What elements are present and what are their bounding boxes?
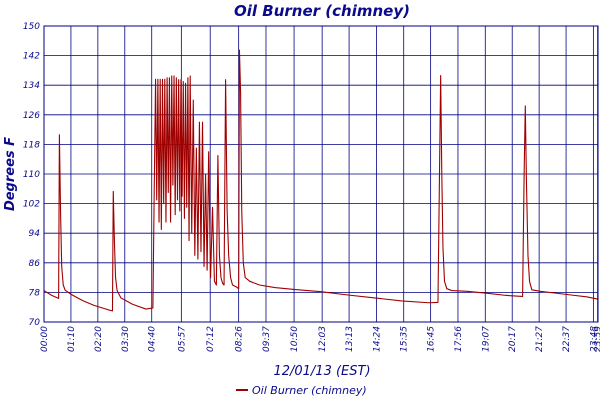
x-tick-label-1: 01:10 (67, 326, 77, 352)
y-tick-label-110: 110 (23, 170, 40, 180)
x-tick-label-21: 23:59 (594, 326, 600, 352)
x-tick-label-15: 17:56 (454, 326, 464, 352)
x-tick-label-19: 22:37 (562, 326, 572, 352)
y-tick-label-86: 86 (29, 259, 41, 269)
y-axis-label: Degrees F (3, 137, 18, 211)
y-tick-label-126: 126 (23, 111, 40, 121)
x-tick-label-13: 15:35 (400, 326, 410, 352)
x-tick-label-10: 12:03 (318, 326, 328, 352)
y-tick-label-134: 134 (23, 81, 40, 91)
x-tick-label-17: 20:17 (508, 326, 518, 352)
x-tick-label-12: 14:24 (372, 326, 382, 352)
y-axis-tick-labels: 70 78 86 94 102 110 118 126 134 142 150 (23, 22, 40, 328)
chart-title: Oil Burner (chimney) (234, 2, 410, 20)
x-axis-tick-labels: 00:00 01:10 02:20 03:30 04:40 05:57 07:12 08:26… (40, 326, 600, 352)
x-tick-label-11: 13:13 (345, 326, 355, 352)
y-tick-label-118: 118 (23, 140, 40, 150)
x-tick-label-0: 00:00 (40, 326, 50, 352)
y-tick-label-102: 102 (23, 200, 40, 210)
x-tick-label-4: 04:40 (148, 326, 158, 352)
legend: Oil Burner (chimney) (236, 384, 367, 397)
x-tick-label-3: 03:30 (121, 326, 131, 352)
x-tick-label-18: 21:27 (535, 326, 545, 352)
y-tick-label-78: 78 (29, 288, 41, 298)
x-tick-label-14: 16:45 (427, 326, 437, 352)
x-axis-label: 12/01/13 (EST) (273, 364, 370, 379)
plot-area (44, 26, 598, 322)
x-tick-label-6: 07:12 (206, 326, 216, 352)
x-tick-label-9: 10:50 (290, 326, 300, 352)
y-tick-label-142: 142 (23, 52, 40, 62)
x-tick-label-16: 19:07 (481, 326, 491, 352)
legend-label: Oil Burner (chimney) (252, 384, 367, 397)
x-tick-label-5: 05:57 (177, 326, 187, 352)
y-tick-label-150: 150 (23, 22, 40, 32)
x-tick-label-2: 02:20 (94, 326, 104, 352)
y-tick-label-70: 70 (29, 318, 41, 328)
x-tick-label-7: 08:26 (235, 326, 245, 352)
x-tick-label-8: 09:37 (262, 326, 272, 352)
y-tick-label-94: 94 (29, 229, 41, 239)
